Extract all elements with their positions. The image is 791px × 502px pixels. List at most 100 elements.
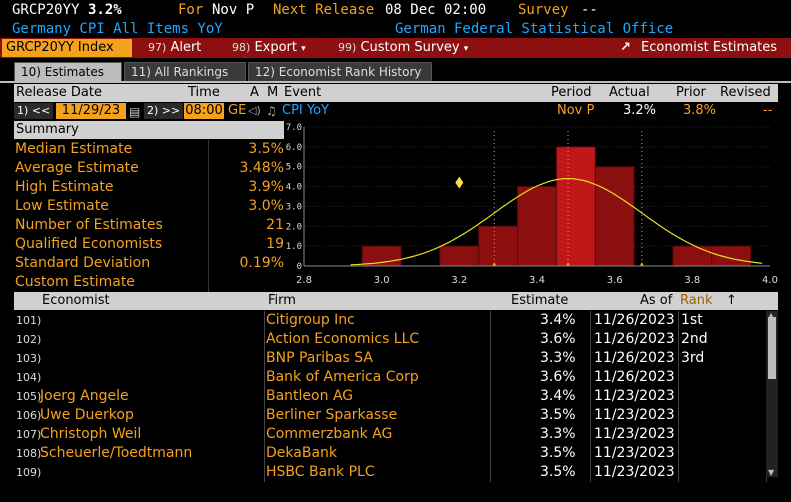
x-tick-label: 3.2 bbox=[451, 275, 467, 286]
table-row[interactable]: 104) Bank of America Corp 3.6% 11/26/2023 bbox=[14, 368, 766, 387]
economist-name[interactable]: Scheuerle/Toedtmann bbox=[40, 445, 193, 461]
estimate-value: 3.5% bbox=[540, 464, 576, 480]
economist-name[interactable]: Christoph Weil bbox=[40, 426, 142, 442]
ticker: GRCP20YY bbox=[12, 2, 80, 18]
tab-economist-rank-history[interactable]: 12) Economist Rank History bbox=[248, 62, 432, 81]
estimate-marker bbox=[639, 262, 644, 266]
header-a: A bbox=[250, 85, 259, 100]
summary-row: Standard Deviation 0.19% bbox=[14, 254, 284, 273]
summary-divider bbox=[208, 197, 209, 216]
table-row[interactable]: 102) Action Economics LLC 3.6% 11/26/2023 2n… bbox=[14, 330, 766, 349]
summary-divider bbox=[208, 159, 209, 178]
economist-name[interactable]: Joerg Angele bbox=[40, 388, 129, 404]
estimate-value: 3.4% bbox=[540, 312, 576, 328]
x-tick-label: 3.4 bbox=[529, 275, 545, 286]
chevron-down-icon: ▾ bbox=[301, 44, 306, 54]
tab-underline bbox=[0, 81, 791, 83]
row-number: 103) bbox=[16, 352, 42, 365]
tab-estimates[interactable]: 10) Estimates bbox=[14, 62, 122, 81]
table-row[interactable]: 109) HSBC Bank PLC 3.5% 11/23/2023 bbox=[14, 463, 766, 482]
next-date-button[interactable]: 2) >> bbox=[144, 103, 184, 119]
firm-name[interactable]: Action Economics LLC bbox=[266, 331, 420, 347]
release-date-field[interactable]: 11/29/23 bbox=[56, 103, 126, 119]
table-row[interactable]: 103) BNP Paribas SA 3.3% 11/26/2023 3rd bbox=[14, 349, 766, 368]
prev-date-button[interactable]: 1) << bbox=[14, 103, 54, 119]
export-num: 98) bbox=[232, 41, 251, 54]
source-name: German Federal Statistical Office bbox=[395, 21, 674, 37]
x-tick-label: 3.8 bbox=[684, 275, 700, 286]
col-as-of[interactable]: As of bbox=[640, 293, 673, 308]
x-tick-label: 2.8 bbox=[296, 275, 312, 286]
table-row[interactable]: 101) Citigroup Inc 3.4% 11/26/2023 1st bbox=[14, 311, 766, 330]
summary-value: 3.0% bbox=[248, 198, 284, 214]
bell-icon[interactable]: ♫ bbox=[266, 104, 277, 118]
summary-label: High Estimate bbox=[15, 179, 114, 195]
event-prior: 3.8% bbox=[683, 103, 717, 118]
survey-label: Survey bbox=[518, 2, 569, 18]
latest-value: 3.2% bbox=[88, 2, 122, 18]
col-economist[interactable]: Economist bbox=[42, 293, 110, 308]
firm-name[interactable]: Bantleon AG bbox=[266, 388, 354, 404]
alert-num: 97) bbox=[148, 41, 167, 54]
summary-divider bbox=[208, 254, 209, 273]
economist-estimates-label: Economist Estimates bbox=[641, 40, 778, 55]
normal-curve bbox=[350, 177, 763, 266]
summary-value: 19 bbox=[266, 236, 284, 252]
index-field[interactable]: GRCP20YY Index bbox=[2, 39, 132, 57]
rank-value: 1st bbox=[681, 312, 703, 328]
custom-survey-button[interactable]: 99) Custom Survey ▾ bbox=[338, 38, 468, 59]
scroll-thumb[interactable] bbox=[768, 317, 776, 379]
event-name[interactable]: CPI YoY bbox=[282, 103, 329, 118]
header-revised: Revised bbox=[720, 85, 771, 100]
row-number: 101) bbox=[16, 314, 42, 327]
rank-value: 3rd bbox=[681, 350, 705, 366]
alert-label: Alert bbox=[170, 40, 202, 55]
firm-name[interactable]: Commerzbank AG bbox=[266, 426, 393, 442]
firm-name[interactable]: DekaBank bbox=[266, 445, 337, 461]
survey-value: -- bbox=[581, 2, 598, 18]
scroll-down-icon[interactable]: ▼ bbox=[768, 468, 775, 477]
firm-name[interactable]: Citigroup Inc bbox=[266, 312, 355, 328]
col-rank[interactable]: Rank bbox=[680, 293, 713, 308]
estimate-value: 3.5% bbox=[540, 445, 576, 461]
table-row[interactable]: 107) Christoph Weil Commerzbank AG 3.3% 11/2… bbox=[14, 425, 766, 444]
summary-row: Number of Estimates 21 bbox=[14, 216, 284, 235]
column-divider bbox=[590, 311, 591, 482]
table-row[interactable]: 108) Scheuerle/Toedtmann DekaBank 3.5% 11/23… bbox=[14, 444, 766, 463]
summary-value: 0.19% bbox=[239, 255, 284, 271]
table-row[interactable]: 105) Joerg Angele Bantleon AG 3.4% 11/23/202… bbox=[14, 387, 766, 406]
release-time-field[interactable]: 08:00 bbox=[184, 103, 224, 119]
y-tick-label: 4.0 bbox=[286, 183, 302, 193]
estimate-marker bbox=[492, 262, 497, 266]
firm-name[interactable]: Berliner Sparkasse bbox=[266, 407, 398, 423]
table-row[interactable]: 106) Uwe Duerkop Berliner Sparkasse 3.5% 11/… bbox=[14, 406, 766, 425]
summary-row[interactable]: Custom Estimate bbox=[14, 273, 284, 292]
custom-survey-label: Custom Survey bbox=[360, 40, 460, 55]
firm-name[interactable]: BNP Paribas SA bbox=[266, 350, 373, 366]
event-row[interactable]: 1) << 11/29/23 ▤ 2) >> 08:00 GE ◁) ♫ CPI… bbox=[14, 102, 778, 120]
calendar-icon[interactable]: ▤ bbox=[129, 105, 141, 119]
header-event: Event bbox=[284, 85, 322, 100]
alert-button[interactable]: 97) Alert bbox=[148, 38, 201, 58]
scrollbar[interactable]: ▲ ▼ bbox=[766, 311, 778, 477]
estimate-value: 3.5% bbox=[540, 407, 576, 423]
col-estimate[interactable]: Estimate bbox=[511, 293, 569, 308]
economist-estimates-button[interactable]: ↗ Economist Estimates bbox=[620, 38, 777, 58]
menu-bar: GRCP20YY Index 97) Alert 98) Export ▾ 99… bbox=[0, 38, 791, 58]
economist-name[interactable]: Uwe Duerkop bbox=[40, 407, 134, 423]
firm-name[interactable]: Bank of America Corp bbox=[266, 369, 419, 385]
column-divider bbox=[264, 311, 265, 482]
speaker-icon[interactable]: ◁) bbox=[248, 104, 261, 117]
sort-arrow-icon[interactable]: ↑ bbox=[726, 293, 737, 308]
tab-all-rankings[interactable]: 11) All Rankings bbox=[124, 62, 246, 81]
export-button[interactable]: 98) Export ▾ bbox=[232, 38, 306, 59]
header-period: Period bbox=[551, 85, 592, 100]
summary-label: Number of Estimates bbox=[15, 217, 163, 233]
col-firm[interactable]: Firm bbox=[268, 293, 296, 308]
scroll-up-icon[interactable]: ▲ bbox=[768, 311, 775, 320]
as-of-date: 11/26/2023 bbox=[594, 350, 675, 366]
firm-name[interactable]: HSBC Bank PLC bbox=[266, 464, 375, 480]
as-of-date: 11/26/2023 bbox=[594, 312, 675, 328]
column-divider bbox=[490, 311, 491, 482]
y-tick-label: 7.0 bbox=[286, 123, 302, 133]
